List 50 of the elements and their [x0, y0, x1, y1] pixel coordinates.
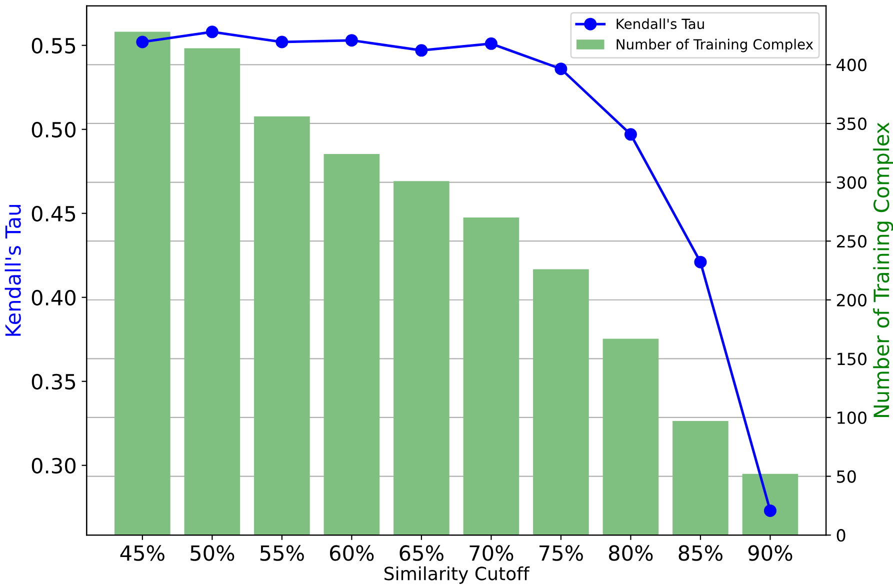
- bar: [463, 218, 520, 536]
- x-tick-label: 50%: [190, 545, 234, 561]
- legend-label: Number of Training Complex: [616, 38, 814, 52]
- point: [345, 34, 358, 47]
- y2-tick-label: 250: [836, 235, 866, 248]
- x-tick-label: 70%: [470, 545, 514, 561]
- y-tick-label: 0.55: [32, 38, 76, 54]
- point: [484, 37, 498, 50]
- y-tick-label: 0.50: [32, 122, 76, 138]
- bar: [324, 154, 380, 536]
- point: [276, 36, 288, 48]
- x-tick-label: 85%: [678, 545, 722, 561]
- point: [764, 504, 776, 517]
- y2-axis-title: Number of Training Complex: [873, 122, 893, 418]
- bar: [114, 32, 170, 536]
- y2-tick-label: 350: [837, 117, 866, 130]
- x-tick-label: 60%: [330, 545, 374, 561]
- point: [415, 44, 428, 57]
- point: [554, 62, 568, 76]
- y2-tick-label: 0: [836, 529, 846, 542]
- x-tick-label: 75%: [540, 545, 583, 561]
- bar: [672, 421, 728, 536]
- bar: [394, 181, 450, 536]
- x-tick-label: 65%: [400, 545, 444, 561]
- y-tick-label: 0.45: [32, 206, 76, 222]
- y2-tick-label: 300: [837, 176, 866, 189]
- y-axis-title: Kendall's Tau: [4, 205, 21, 336]
- x-axis-title: Similarity Cutoff: [384, 566, 530, 584]
- y-tick-label: 0.40: [32, 290, 76, 306]
- point: [694, 256, 707, 268]
- y2-tick-label: 50: [837, 470, 856, 483]
- x-tick-label: 90%: [748, 545, 792, 561]
- legend-label: Kendall's Tau: [616, 18, 704, 30]
- bar: [184, 48, 240, 536]
- x-tick-label: 80%: [608, 545, 653, 561]
- y-tick-label: 0.35: [32, 374, 76, 390]
- point: [206, 26, 218, 38]
- y2-tick-label: 400: [836, 58, 866, 72]
- point: [624, 128, 637, 141]
- x-tick-label: 45%: [120, 545, 164, 561]
- point: [136, 36, 149, 48]
- bar: [533, 269, 589, 536]
- y-tick-label: 0.30: [32, 458, 76, 474]
- y2-tick-label: 100: [838, 411, 866, 424]
- bar: [254, 116, 310, 536]
- x-tick-label: 55%: [260, 545, 304, 561]
- bar: [742, 474, 798, 536]
- y2-tick-label: 150: [838, 352, 866, 366]
- bar: [602, 338, 659, 536]
- y2-tick-label: 200: [836, 294, 866, 306]
